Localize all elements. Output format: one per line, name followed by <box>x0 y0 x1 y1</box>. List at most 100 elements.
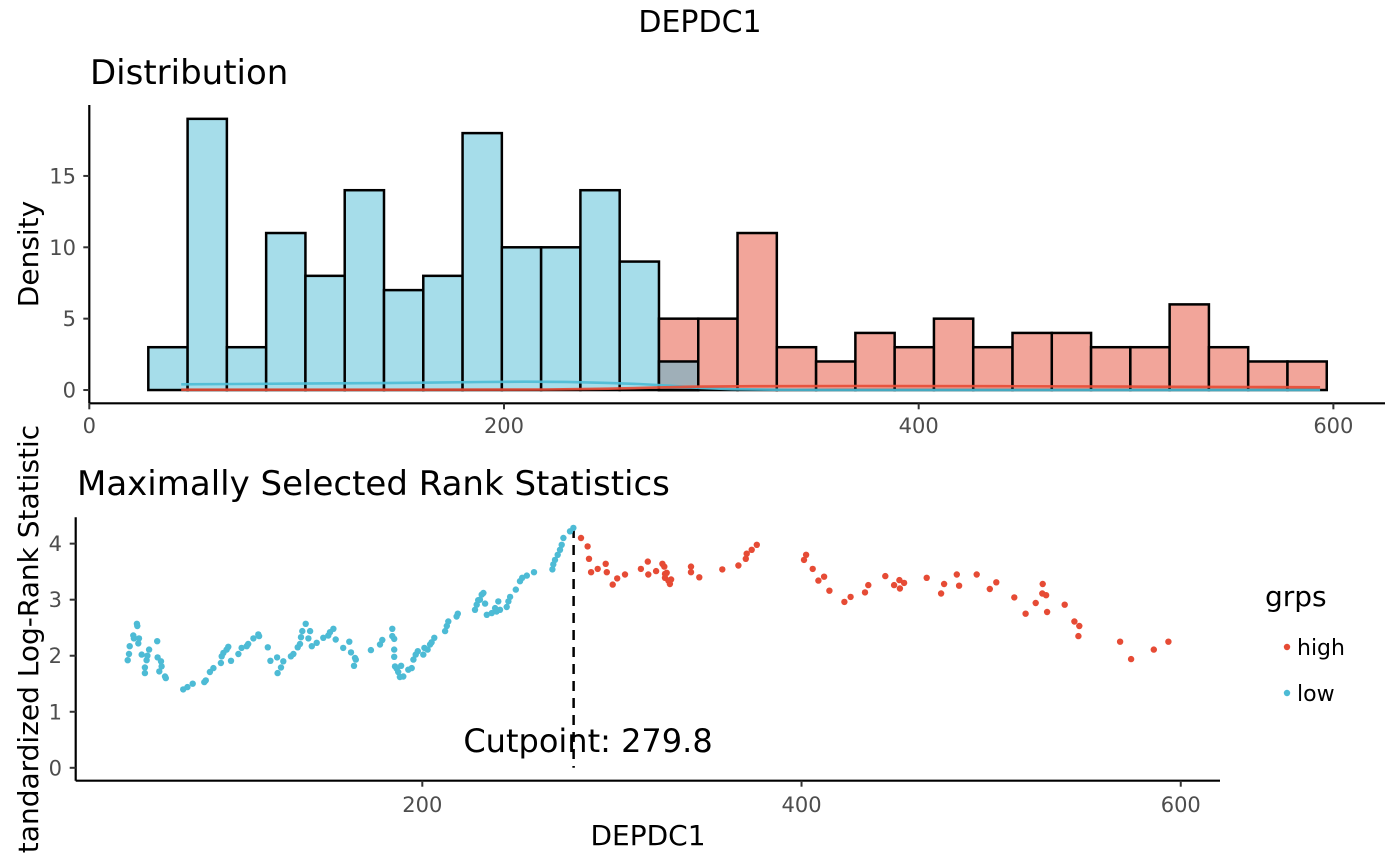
scatter-point-low <box>141 664 149 671</box>
density-axis-label: Density <box>12 201 45 307</box>
scatter-point-low <box>454 610 461 617</box>
scatter-point-high <box>820 573 828 580</box>
scatter-point-high <box>973 571 980 578</box>
histogram-bar-high <box>775 345 818 392</box>
scatter-point-high <box>1032 599 1039 607</box>
scatter-point-high <box>896 576 903 584</box>
scatter-point-high <box>1022 610 1029 617</box>
x-tick-label: 600 <box>1313 414 1353 438</box>
x-tick-label: 200 <box>402 793 442 817</box>
scatter-point-low <box>274 669 281 677</box>
scatter-point-low <box>391 646 398 653</box>
scatter-point-low <box>560 534 567 542</box>
x-tick-label: 200 <box>484 414 524 438</box>
x-tick-label: 400 <box>781 793 821 817</box>
histogram-bar-high <box>1286 360 1329 392</box>
scatter-point-high <box>1150 646 1158 653</box>
scatter-point-low <box>130 635 138 642</box>
histogram-bar-low <box>304 274 346 392</box>
histogram-bar-low <box>186 117 229 392</box>
y-tick-label: 3 <box>49 588 62 612</box>
scatter-point-low <box>135 635 143 642</box>
scatter-point-high <box>743 550 750 557</box>
histogram-bar-high <box>893 345 936 392</box>
scatter-point-high <box>577 534 585 542</box>
scatter-point-low <box>488 609 495 617</box>
scatter-point-low <box>280 658 287 665</box>
scatter-point-low <box>126 643 133 650</box>
scatter-point-high <box>1011 594 1018 601</box>
y-tick-label: 2 <box>49 644 62 668</box>
scatter-point-low <box>424 646 431 653</box>
rank-statistics-panel: Maximally Selected Rank Statistics tanda… <box>12 425 1220 853</box>
scatter-point-low <box>277 664 285 671</box>
scatter-point-low <box>306 627 314 635</box>
histogram-bar-high <box>736 231 779 392</box>
scatter-point-high <box>663 569 670 576</box>
scatter-point-low <box>302 620 309 627</box>
histogram-bar-high <box>1050 331 1093 392</box>
scatter-point-low <box>305 635 312 642</box>
scatter-point-low <box>320 634 327 641</box>
scatter-point-high <box>753 541 760 548</box>
x-tick-label: 400 <box>899 414 939 438</box>
scatter-point-low <box>250 635 257 642</box>
rank-statistics-axes: 200 400 600 0 1 2 3 4 <box>49 517 1220 817</box>
scatter-point-high <box>609 581 616 588</box>
density-curve-high <box>181 384 1321 392</box>
scatter-point-low <box>297 634 305 641</box>
scatter-point-low <box>350 662 358 669</box>
scatter-point-low <box>551 556 559 564</box>
scatter-point-low <box>346 638 353 645</box>
scatter-point-high <box>1071 618 1078 625</box>
scatter-point-high <box>882 572 889 580</box>
cutpoint-annotation: Cutpoint: 279.8 <box>463 722 712 760</box>
scatter-point-low <box>340 644 347 652</box>
scatter-point-high <box>847 593 854 601</box>
scatter-point-high <box>1165 638 1172 645</box>
scatter-point-low <box>145 646 153 653</box>
scatter-point-high <box>621 571 629 578</box>
scatter-point-high <box>955 582 963 589</box>
scatter-point-low <box>227 657 235 664</box>
scatter-point-high <box>865 581 872 589</box>
histogram-bar-high <box>854 331 896 392</box>
histogram-bar-low <box>461 131 504 392</box>
scatter-point-low <box>225 643 232 650</box>
scatter-point-low <box>397 662 405 669</box>
depdc1-axis-label: DEPDC1 <box>590 819 705 852</box>
scatter-point-low <box>556 546 564 553</box>
scatter-point-low <box>210 664 217 672</box>
scatter-point-high <box>802 551 810 558</box>
scatter-point-low <box>431 634 438 641</box>
scatter-point-high <box>661 563 668 570</box>
scatter-point-high <box>687 569 695 576</box>
scatter-point-low <box>506 593 514 601</box>
scatter-point-low <box>296 640 304 648</box>
scatter-point-low <box>184 683 191 691</box>
scatter-point-high <box>1061 601 1068 608</box>
scatter-point-low <box>420 651 427 658</box>
scatter-point-high <box>735 562 742 569</box>
scatter-point-high <box>815 577 822 584</box>
histogram-bar-low <box>579 188 621 392</box>
histogram-bar-high <box>971 345 1014 392</box>
x-tick-label: 0 <box>83 414 96 438</box>
scatter-point-high <box>644 558 651 565</box>
scatter-point-low <box>332 636 339 643</box>
histogram-bar-high <box>1089 345 1132 392</box>
histogram-bar-high <box>1207 345 1250 392</box>
scatter-point-low <box>391 635 398 643</box>
scatter-point-low <box>202 677 209 684</box>
scatter-point-low <box>483 611 490 618</box>
scatter-point-low <box>549 566 556 573</box>
scatter-point-high <box>645 571 652 578</box>
scatter-point-high <box>1043 608 1051 616</box>
scatter-point-low <box>558 541 565 548</box>
y-tick-label: 15 <box>49 164 76 188</box>
scatter-point-high <box>937 590 945 597</box>
rank-statistics-title: Maximally Selected Rank Statistics <box>77 464 670 504</box>
scatter-point-high <box>637 565 645 573</box>
y-tick-label: 0 <box>63 379 76 403</box>
